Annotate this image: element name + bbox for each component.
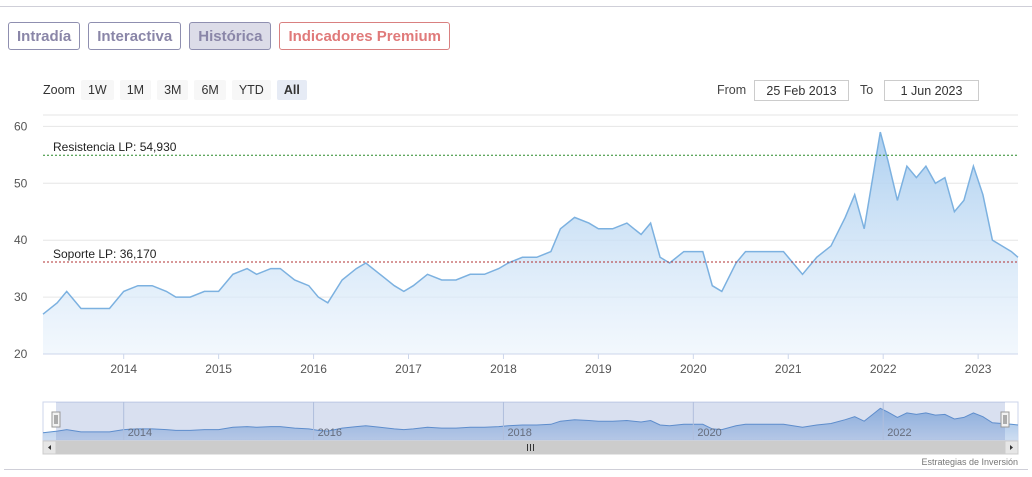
x-tick-label: 2021: [775, 362, 802, 376]
navigator-tick-label: 2022: [887, 427, 911, 439]
navigator-tick-label: 2014: [128, 427, 152, 439]
navigator-line: [42, 407, 1019, 434]
zoom-label: Zoom: [43, 83, 75, 97]
price-area: [43, 132, 1018, 354]
price-line: [42, 131, 1019, 315]
from-date-input[interactable]: 25 Feb 2013: [754, 80, 849, 101]
bottom-divider: [4, 469, 1028, 470]
from-label: From: [717, 83, 747, 97]
chart-credit[interactable]: Estrategias de Inversión: [921, 457, 1018, 467]
x-tick-label: 2015: [205, 362, 232, 376]
navigator-left-handle[interactable]: [51, 411, 61, 428]
navigator-tick-label: 2020: [697, 427, 721, 439]
x-tick-label: 2014: [110, 362, 137, 376]
x-tick-label: 2020: [680, 362, 707, 376]
navigator-area: [43, 408, 1018, 440]
zoom-selector: Zoom 1W 1M 3M 6M YTD All: [43, 80, 313, 100]
zoom-ytd-button[interactable]: YTD: [231, 80, 271, 100]
tab-interactiva[interactable]: Interactiva: [88, 22, 182, 50]
resistance-line-label: Resistencia LP: 54,930: [53, 140, 177, 154]
support-line-label: Soporte LP: 36,170: [53, 247, 157, 261]
navigator-tick-label: 2018: [507, 427, 531, 439]
to-date-input[interactable]: 1 Jun 2023: [884, 80, 979, 101]
x-tick-label: 2019: [585, 362, 612, 376]
zoom-1m-button[interactable]: 1M: [119, 80, 152, 100]
y-tick-label: 30: [14, 290, 28, 304]
x-tick-label: 2022: [870, 362, 897, 376]
y-tick-label: 50: [14, 176, 28, 190]
zoom-6m-button[interactable]: 6M: [194, 80, 226, 100]
tab-indicadores-premium[interactable]: Indicadores Premium: [279, 22, 450, 50]
zoom-all-button[interactable]: All: [276, 80, 307, 100]
zoom-3m-button[interactable]: 3M: [157, 80, 189, 100]
y-tick-label: 60: [14, 119, 28, 133]
x-tick-label: 2018: [490, 362, 517, 376]
zoom-1w-button[interactable]: 1W: [80, 80, 114, 100]
y-tick-label: 40: [14, 233, 28, 247]
navigator-tick-label: 2016: [318, 427, 342, 439]
top-divider: [0, 6, 1032, 7]
arrow-right-icon: [1010, 445, 1013, 450]
navigator-selection: [56, 402, 1005, 440]
to-label: To: [860, 83, 874, 97]
x-tick-label: 2023: [965, 362, 992, 376]
navigator-right-handle[interactable]: [1000, 411, 1010, 428]
chart-tabs: Intradía Interactiva Histórica Indicador…: [8, 22, 450, 50]
x-tick-label: 2017: [395, 362, 422, 376]
tab-historica[interactable]: Histórica: [189, 22, 272, 50]
arrow-left-icon: [48, 445, 51, 450]
y-tick-label: 20: [14, 347, 28, 361]
x-tick-label: 2016: [300, 362, 327, 376]
tab-intradia[interactable]: Intradía: [8, 22, 81, 50]
